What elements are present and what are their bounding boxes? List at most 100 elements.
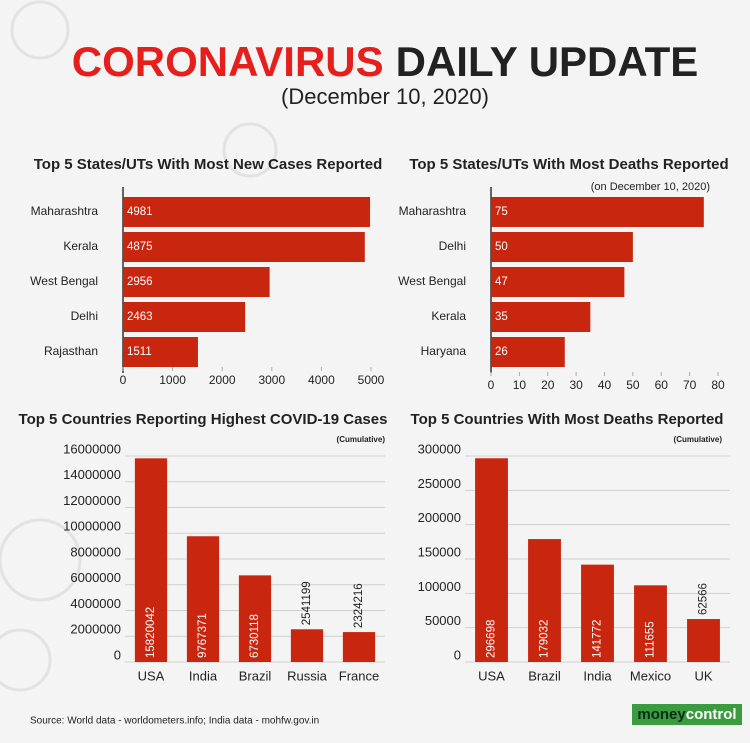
category-label: UK [694,668,712,683]
value-label: 2956 [127,276,153,288]
category-label: Brazil [528,668,561,683]
category-label: Kerala [63,239,98,253]
bar [634,585,667,662]
y-tick-label: 6000000 [70,570,121,585]
x-tick-label: 30 [569,378,583,392]
x-tick-label: 1000 [159,373,186,387]
y-tick-label: 10000000 [63,519,121,534]
category-label: West Bengal [30,274,98,288]
value-label: 4981 [127,206,153,218]
decor [0,0,278,692]
y-tick-label: 2000000 [70,622,121,637]
value-label: 2463 [127,311,153,323]
y-tick-label: 250000 [418,476,461,491]
value-label: 2324216 [353,583,365,628]
category-label: Delhi [71,309,98,323]
value-label: 35 [495,311,508,323]
x-tick-label: 5000 [358,373,385,387]
value-label: 296698 [486,620,498,658]
logo-control: control [686,706,737,723]
bar [491,337,565,367]
category-label: Haryana [421,344,467,358]
x-tick-label: 0 [488,378,495,392]
y-tick-label: 300000 [418,441,461,456]
y-tick-label: 200000 [418,510,461,525]
bar [475,458,508,662]
y-tick-label: 16000000 [63,441,121,456]
value-label: 47 [495,276,508,288]
x-tick-label: 10 [513,378,527,392]
chart-title: Top 5 States/UTs With Most New Cases Rep… [34,156,383,173]
y-tick-label: 0 [454,647,461,662]
y-tick-label: 4000000 [70,596,121,611]
source: Source: World data - worldometers.info; … [30,716,319,727]
x-tick-label: 70 [683,378,697,392]
value-label: 6730118 [249,614,261,658]
chart-title: Top 5 Countries With Most Deaths Reporte… [411,411,724,428]
chart-title: Top 5 States/UTs With Most Deaths Report… [409,156,728,173]
value-label: 62566 [698,583,710,615]
value-label: 2541199 [301,581,313,625]
bar [687,619,720,662]
date: (December 10, 2020) [281,84,489,109]
y-tick-label: 12000000 [63,493,121,508]
logo: moneycontrol [637,706,736,723]
x-tick-label: 0 [120,373,127,387]
value-label: 1511 [127,346,152,358]
bar [123,337,198,367]
x-tick-label: 50 [626,378,640,392]
category-label: Kerala [431,309,466,323]
y-tick-label: 0 [114,647,121,662]
category-label: France [339,668,379,683]
value-label: 15820042 [145,607,157,658]
title-black: DAILY UPDATE [396,38,699,85]
category-label: Brazil [239,668,272,683]
y-tick-label: 50000 [425,613,461,628]
bar [528,539,561,662]
category-label: West Bengal [398,274,466,288]
bar [238,575,272,662]
bar [491,232,633,262]
category-label: Maharashtra [31,204,99,218]
bar [491,267,625,297]
x-tick-label: 60 [655,378,669,392]
category-label: Maharashtra [399,204,467,218]
value-label: 141772 [592,620,604,658]
main-title: CORONAVIRUS DAILY UPDATE [72,38,699,85]
value-label: 4875 [127,241,153,253]
x-tick-label: 2000 [209,373,236,387]
bar [491,302,591,332]
bar [123,302,246,332]
bar [342,632,376,662]
bar [491,197,704,227]
category-label: Rajasthan [44,344,98,358]
chart-subtitle: (Cumulative) [674,435,723,444]
bar [123,232,365,262]
x-tick-label: 4000 [308,373,335,387]
x-tick-label: 3000 [258,373,285,387]
y-tick-label: 14000000 [63,467,121,482]
category-label: USA [478,668,505,683]
bar [290,629,324,662]
bar [123,267,270,297]
value-label: 26 [495,346,508,358]
value-label: 9767371 [197,613,209,658]
category-label: USA [138,668,165,683]
bar [134,458,168,662]
title-red: CORONAVIRUS [72,38,384,85]
bar [581,564,614,662]
value-label: 50 [495,241,508,253]
value-label: 179032 [539,620,551,658]
category-label: India [583,668,612,683]
x-tick-label: 20 [541,378,555,392]
y-tick-label: 100000 [418,579,461,594]
y-tick-label: 150000 [418,544,461,559]
category-label: Russia [287,668,328,683]
bar [123,197,371,227]
x-tick-label: 40 [598,378,612,392]
bar [186,536,220,662]
chart-subtitle: (on December 10, 2020) [591,181,710,193]
value-label: 75 [495,206,508,218]
logo-money: money [637,706,686,723]
